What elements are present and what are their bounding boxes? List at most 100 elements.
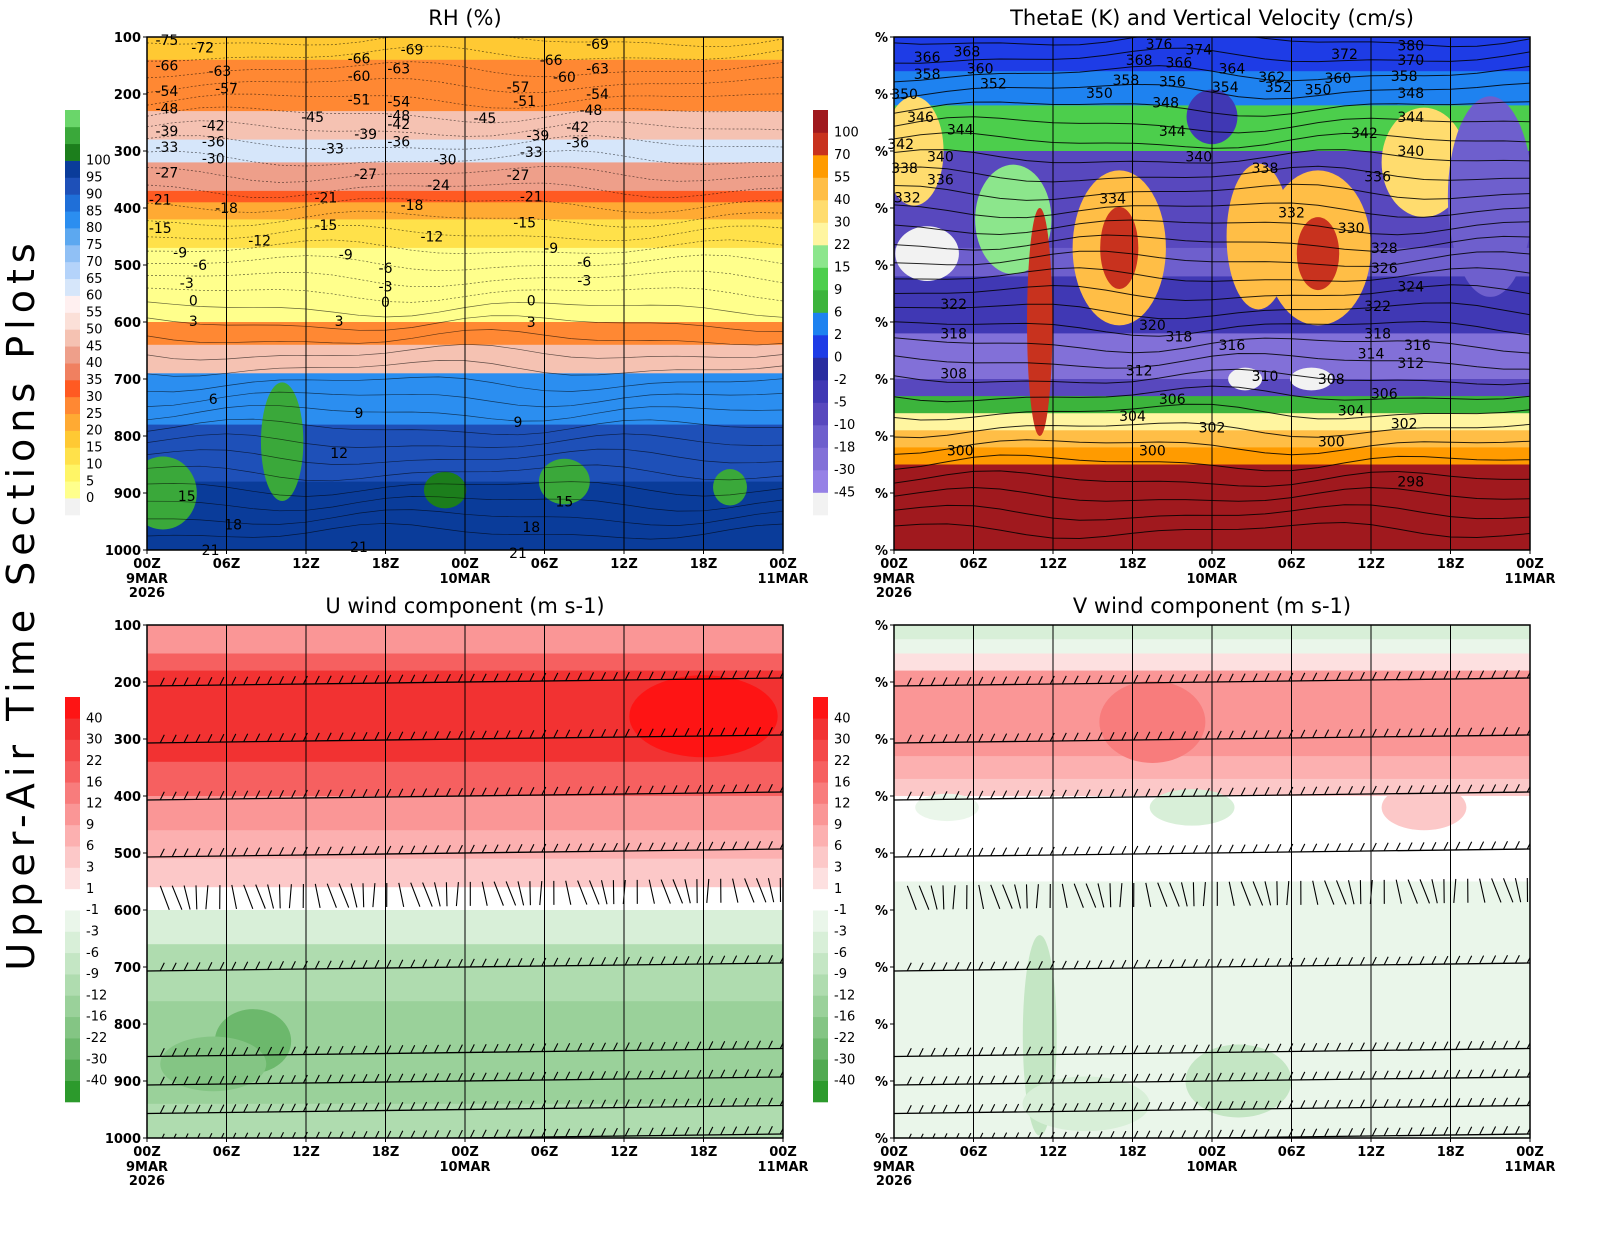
rh-contour-label: -33	[321, 142, 344, 158]
rh-contour-label: -63	[387, 61, 410, 77]
thetae-xtick-label: 12Z	[1039, 557, 1067, 572]
uwind-colorbar-label: -6	[86, 946, 99, 961]
vwind-colorbar-label: 9	[834, 818, 842, 833]
thetae-contour-label: 380	[1397, 39, 1424, 55]
rh-colorbar-label: 85	[86, 204, 103, 219]
rh-colorbar-label: 40	[86, 356, 103, 371]
rh-contour-label: -36	[202, 134, 225, 150]
thetae-contour-label: 338	[1252, 161, 1279, 177]
thetae-blob	[1381, 107, 1467, 218]
uwind-ytick-label: 1000	[105, 1132, 141, 1147]
thetae-colorbar-swatch	[813, 492, 828, 516]
thetae-contour-label: 336	[927, 173, 954, 189]
vwind-colorbar-label: 22	[834, 754, 851, 769]
vwind-ytick-label: %	[875, 1075, 888, 1090]
uwind-barb-flags	[159, 1097, 783, 1114]
rh-contour-line	[147, 182, 783, 199]
rh-colorbar-label: 35	[86, 373, 103, 388]
uwind-barb-staff	[413, 1133, 783, 1138]
uwind-colorbar-label: 1	[86, 882, 94, 897]
rh-contour-label: -15	[314, 218, 337, 234]
thetae-contour-label: 330	[1338, 221, 1365, 237]
thetae-colorbar-swatch	[813, 357, 828, 381]
vwind-ytick-label: %	[875, 733, 888, 748]
rh-blob	[423, 471, 467, 509]
vwind-barb-flags	[906, 669, 1530, 687]
thetae-colorbar-label: 22	[834, 238, 851, 253]
rh-contour-label: 3	[527, 315, 536, 331]
rh-xtick-label: 00Z	[769, 557, 797, 572]
rh-ytick-label: 700	[114, 373, 141, 388]
rh-colorbar-label: 70	[86, 255, 103, 270]
vwind-colorbar-swatch	[813, 846, 828, 868]
vwind-ytick-label: %	[875, 961, 888, 976]
rh-contour-label: -45	[473, 111, 496, 127]
rh-colorbar-swatch	[65, 363, 80, 381]
rh-colorbar-swatch	[65, 261, 80, 280]
thetae-contour-label: 332	[1278, 206, 1305, 222]
rh-contour-label: -27	[155, 166, 178, 182]
uwind-colorbar-swatch	[65, 803, 80, 826]
thetae-contour-label: 312	[1397, 356, 1424, 372]
rh-contour-label: 18	[224, 517, 242, 533]
thetae-xtick-label: 00Z	[1516, 557, 1544, 572]
rh-colorbar-label: 65	[86, 272, 103, 287]
vwind-xtick-label: 00Z	[1198, 1145, 1226, 1160]
rh-contour-label: -51	[348, 93, 371, 109]
rh-contour-label: 3	[335, 314, 344, 330]
thetae-contour-label: 370	[1397, 53, 1424, 69]
vwind-colorbar-label: -12	[834, 988, 855, 1003]
thetae-contour-label: 308	[1318, 372, 1345, 388]
rh-xdate-label: 11MAR	[757, 572, 808, 587]
thetae-colorbar-label: 6	[834, 306, 842, 321]
vwind-barb-flags	[906, 1097, 1530, 1114]
uwind-xtick-label: 12Z	[610, 1145, 638, 1160]
vwind-blob	[1149, 789, 1235, 826]
vwind-barb-flags	[906, 878, 1529, 911]
rh-contour-label: -6	[577, 255, 591, 271]
rh-colorbar-swatch	[65, 110, 80, 128]
rh-colorbar-swatch	[65, 312, 80, 330]
uwind-ytick-label: 800	[114, 1018, 141, 1033]
vwind-blob	[1022, 1076, 1150, 1132]
rh-colorbar-swatch	[65, 177, 80, 195]
rh-colorbar-label: 55	[86, 306, 103, 321]
rh-contour-label: -60	[348, 69, 371, 85]
rh-contour-label: -21	[149, 192, 172, 208]
rh-contour-label: -57	[507, 80, 530, 96]
rh-colorbar-label: 95	[86, 171, 103, 186]
uwind-ytick-label: 300	[114, 733, 141, 748]
rh-colorbar-swatch	[65, 329, 80, 347]
rh-contour-line	[147, 106, 783, 124]
rh-contour-label: -69	[586, 37, 609, 53]
vwind-colorbar-label: -3	[834, 924, 847, 939]
rh-contour-label: -9	[544, 241, 558, 257]
rh-contour-line	[147, 197, 783, 214]
thetae-xtick-label: 06Z	[1278, 557, 1306, 572]
rh-contour-label: -27	[507, 168, 530, 184]
thetae-contour-label: 366	[1166, 56, 1193, 72]
thetae-colorbar-swatch	[813, 312, 828, 336]
uwind-colorbar-label: -9	[86, 967, 99, 982]
vwind-colorbar-swatch	[813, 739, 828, 762]
rh-contour-label: -33	[155, 140, 178, 156]
rh-colorbar-swatch	[65, 278, 80, 296]
rh-ytick-label: 500	[114, 259, 141, 274]
thetae-colorbar-swatch	[813, 335, 828, 358]
rh-ytick-label: 300	[114, 145, 141, 160]
rh-contour-label: -45	[301, 110, 324, 126]
rh-contour-label: -36	[566, 135, 589, 151]
thetae-contour-label: 358	[1391, 69, 1418, 85]
rh-contour-label: -12	[420, 230, 443, 246]
rh-contour-label: 21	[350, 540, 368, 556]
thetae-colorbar-label: -10	[834, 418, 855, 433]
rh-contour-line	[147, 150, 783, 167]
uwind-blob	[282, 889, 410, 908]
thetae-xdate-label: 10MAR	[1186, 572, 1237, 587]
thetae-contour-label: 312	[1126, 363, 1153, 379]
thetae-contour-label: 338	[891, 161, 918, 177]
thetae-xdate-label: 9MAR	[873, 572, 915, 587]
thetae-contour-label: 310	[1252, 369, 1279, 385]
rh-blob	[713, 469, 747, 506]
vwind-colorbar-swatch	[813, 1059, 828, 1081]
